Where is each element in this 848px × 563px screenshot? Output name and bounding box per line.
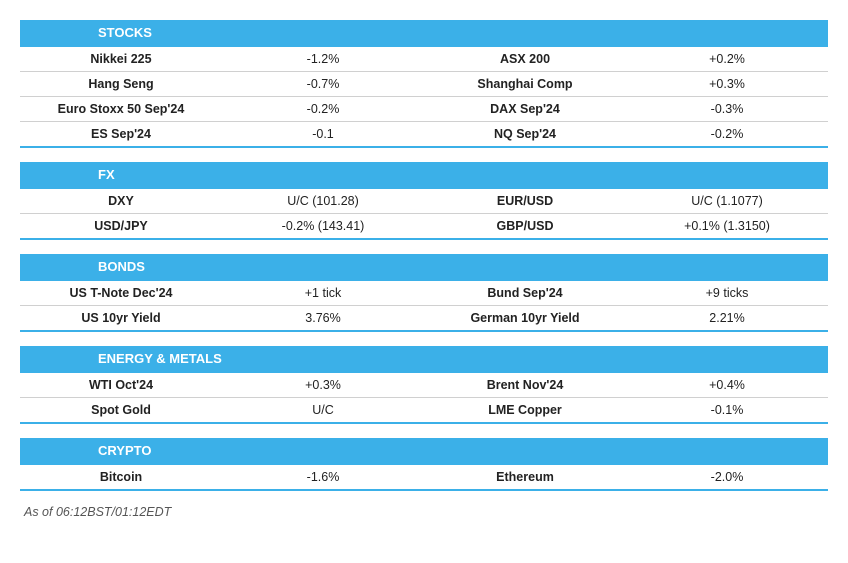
instrument-value: U/C xyxy=(222,398,424,422)
instrument-value: 3.76% xyxy=(222,306,424,330)
instrument-label: Nikkei 225 xyxy=(20,47,222,71)
instrument-label: GBP/USD xyxy=(424,214,626,238)
instrument-label: DAX Sep'24 xyxy=(424,97,626,121)
instrument-label: NQ Sep'24 xyxy=(424,122,626,146)
section-header: STOCKS xyxy=(20,20,828,47)
instrument-label: German 10yr Yield xyxy=(424,306,626,330)
instrument-label: ASX 200 xyxy=(424,47,626,71)
instrument-label: Spot Gold xyxy=(20,398,222,422)
instrument-label: US 10yr Yield xyxy=(20,306,222,330)
instrument-value: +0.1% (1.3150) xyxy=(626,214,828,238)
table-row: USD/JPY-0.2% (143.41)GBP/USD+0.1% (1.315… xyxy=(20,214,828,240)
instrument-label: Bitcoin xyxy=(20,465,222,489)
instrument-label: DXY xyxy=(20,189,222,213)
instrument-value: -1.6% xyxy=(222,465,424,489)
instrument-label: Brent Nov'24 xyxy=(424,373,626,397)
table-row: Spot GoldU/CLME Copper-0.1% xyxy=(20,398,828,424)
section-header: FX xyxy=(20,162,828,189)
market-tables-container: STOCKSNikkei 225-1.2%ASX 200+0.2%Hang Se… xyxy=(20,20,828,491)
table-row: ES Sep'24-0.1NQ Sep'24-0.2% xyxy=(20,122,828,148)
section: BONDSUS T-Note Dec'24+1 tickBund Sep'24+… xyxy=(20,254,828,332)
instrument-value: -0.2% xyxy=(222,97,424,121)
table-row: DXYU/C (101.28)EUR/USDU/C (1.1077) xyxy=(20,189,828,214)
instrument-label: EUR/USD xyxy=(424,189,626,213)
section-header: BONDS xyxy=(20,254,828,281)
instrument-value: +1 tick xyxy=(222,281,424,305)
table-row: Euro Stoxx 50 Sep'24-0.2%DAX Sep'24-0.3% xyxy=(20,97,828,122)
instrument-label: LME Copper xyxy=(424,398,626,422)
section-header: CRYPTO xyxy=(20,438,828,465)
section: STOCKSNikkei 225-1.2%ASX 200+0.2%Hang Se… xyxy=(20,20,828,148)
instrument-value: -0.7% xyxy=(222,72,424,96)
instrument-value: -1.2% xyxy=(222,47,424,71)
instrument-label: Shanghai Comp xyxy=(424,72,626,96)
timestamp-note: As of 06:12BST/01:12EDT xyxy=(20,505,828,519)
instrument-value: U/C (101.28) xyxy=(222,189,424,213)
section: CRYPTOBitcoin-1.6%Ethereum-2.0% xyxy=(20,438,828,491)
table-row: WTI Oct'24+0.3%Brent Nov'24+0.4% xyxy=(20,373,828,398)
instrument-label: Bund Sep'24 xyxy=(424,281,626,305)
table-row: Nikkei 225-1.2%ASX 200+0.2% xyxy=(20,47,828,72)
instrument-value: +0.3% xyxy=(222,373,424,397)
instrument-value: U/C (1.1077) xyxy=(626,189,828,213)
instrument-label: USD/JPY xyxy=(20,214,222,238)
section: ENERGY & METALSWTI Oct'24+0.3%Brent Nov'… xyxy=(20,346,828,424)
instrument-value: -0.2% xyxy=(626,122,828,146)
table-row: US 10yr Yield3.76%German 10yr Yield2.21% xyxy=(20,306,828,332)
instrument-label: Hang Seng xyxy=(20,72,222,96)
instrument-label: Ethereum xyxy=(424,465,626,489)
instrument-value: -0.1 xyxy=(222,122,424,146)
instrument-value: -0.1% xyxy=(626,398,828,422)
instrument-value: -2.0% xyxy=(626,465,828,489)
table-row: Bitcoin-1.6%Ethereum-2.0% xyxy=(20,465,828,491)
instrument-label: ES Sep'24 xyxy=(20,122,222,146)
instrument-label: WTI Oct'24 xyxy=(20,373,222,397)
table-row: US T-Note Dec'24+1 tickBund Sep'24+9 tic… xyxy=(20,281,828,306)
instrument-value: +0.4% xyxy=(626,373,828,397)
table-row: Hang Seng-0.7%Shanghai Comp+0.3% xyxy=(20,72,828,97)
section-header: ENERGY & METALS xyxy=(20,346,828,373)
instrument-value: +0.2% xyxy=(626,47,828,71)
section: FXDXYU/C (101.28)EUR/USDU/C (1.1077)USD/… xyxy=(20,162,828,240)
instrument-value: 2.21% xyxy=(626,306,828,330)
instrument-value: +9 ticks xyxy=(626,281,828,305)
instrument-value: -0.2% (143.41) xyxy=(222,214,424,238)
instrument-label: Euro Stoxx 50 Sep'24 xyxy=(20,97,222,121)
instrument-value: +0.3% xyxy=(626,72,828,96)
instrument-label: US T-Note Dec'24 xyxy=(20,281,222,305)
instrument-value: -0.3% xyxy=(626,97,828,121)
